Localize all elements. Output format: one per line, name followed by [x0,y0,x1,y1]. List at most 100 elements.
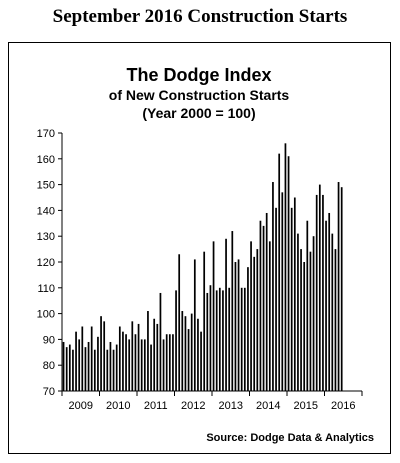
bar [303,262,306,391]
bar [137,323,140,391]
x-tick-label: 2015 [294,400,318,412]
chart-title: The Dodge Index [126,65,271,85]
y-tick-label: 130 [37,231,55,243]
bar [340,187,343,391]
bar [250,241,252,391]
bar [259,220,262,391]
bar [128,339,131,391]
bar [162,339,165,391]
bar [93,349,96,391]
bar [209,285,212,391]
bar [309,251,312,391]
x-tick-label: 2009 [69,400,93,412]
bar [190,313,193,391]
bar [287,156,290,391]
bar [168,334,171,391]
bar [265,212,268,391]
y-tick-label: 100 [37,309,55,321]
y-tick-label: 150 [37,180,55,192]
y-tick-label: 70 [43,386,55,398]
y-tick-label: 80 [43,360,55,372]
bar [325,220,327,391]
bar [225,238,227,391]
bar [253,256,256,391]
bar [159,292,162,391]
bar [140,339,143,391]
bar [97,336,99,391]
bar [206,292,209,391]
bar [100,316,102,391]
bar [172,334,174,391]
bar [115,344,118,391]
plot-area: 70 80 90 100 110 120 130 140 150 160 170 2009 2010 20… [37,128,363,412]
bar [78,339,81,391]
bar [134,334,137,391]
bar [62,341,65,391]
bar [237,259,240,391]
bar [275,207,277,391]
y-tick-label: 110 [37,283,55,295]
x-tick-label: 2011 [144,400,168,412]
bar [228,287,231,391]
bar [222,290,224,391]
page-title: September 2016 Construction Starts [52,6,348,27]
x-tick-label: 2013 [219,400,243,412]
bar [312,236,315,391]
bar [328,212,331,391]
y-tick-label: 160 [37,154,55,166]
bar [240,287,243,391]
bar [125,334,127,391]
bar [306,220,309,391]
bar [65,347,68,391]
x-tick-label: 2010 [106,400,130,412]
bar [272,182,274,391]
chart-subtitle-base-year: (Year 2000 = 100) [142,105,255,121]
chart-frame: The Dodge Index of New Construction Star… [8,42,391,454]
bar [84,347,87,391]
bar [68,344,71,391]
y-tick-label: 120 [37,257,55,269]
bar [156,323,159,391]
x-tick-label: 2014 [256,400,280,412]
bar [87,341,90,391]
bar [200,331,202,391]
bar [81,326,84,391]
bar [322,194,324,391]
bar [165,334,168,391]
bar [153,318,156,391]
bar [315,194,318,391]
bar [118,326,121,391]
bar [281,192,284,391]
bar [184,316,187,391]
dodge-index-chart: The Dodge Index of New Construction Star… [37,65,374,444]
bar [75,331,77,391]
x-tick-label: 2016 [331,400,355,412]
bar [150,344,152,391]
bar [234,262,237,391]
bar [297,233,299,391]
bar [90,326,93,391]
bar [131,321,134,391]
bar [178,254,181,391]
bar [212,241,215,391]
bar [122,331,124,391]
bar [337,182,340,391]
bar [318,184,321,391]
bar [109,341,112,391]
bar [262,225,265,391]
chart-subtitle: of New Construction Starts [109,87,290,103]
bar [331,233,334,391]
bar [143,339,146,391]
bar [187,329,190,391]
y-tick-label: 140 [37,205,55,217]
bar [147,311,149,391]
bar [284,143,287,391]
bar [334,249,337,391]
bar [103,321,106,391]
bar [218,287,221,391]
x-tick-label: 2012 [181,400,205,412]
bar [215,290,218,391]
bar [203,251,206,391]
y-tick-label: 170 [37,128,55,140]
bar [181,311,184,391]
